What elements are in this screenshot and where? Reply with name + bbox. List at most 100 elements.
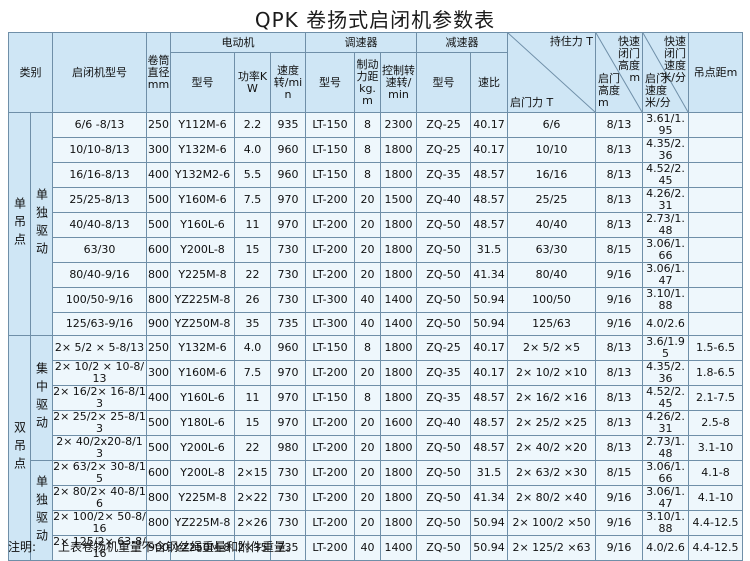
header-top: 快速闭门高度m: [618, 35, 641, 84]
table-cell: 3.06/1.66: [642, 460, 690, 487]
table-cell: 2.73/1.48: [642, 212, 690, 238]
table-row: 2× 100/2× 50-8/16 800 YZ225M-8 2×26 730 LT-20…: [9, 510, 744, 537]
table-cell: Y200L-8: [170, 460, 235, 487]
table-cell: Y132M2-6: [170, 162, 235, 188]
diagonal: [643, 33, 688, 112]
table-cell: 40.17: [470, 335, 509, 362]
table-cell: 1.5-6.5: [688, 335, 744, 362]
table-cell: 31.5: [470, 237, 509, 263]
table-cell: 48.57: [470, 410, 509, 437]
table-cell: 7.5: [234, 360, 271, 387]
table-cell: 730: [269, 510, 307, 537]
table-cell: ZQ-50: [416, 311, 472, 337]
table-cell: 8: [354, 335, 382, 362]
table-cell: Y160M-6: [170, 187, 235, 213]
note: 注明: 上表卷扬机重量不含钢丝绳重量和附件重量。: [8, 538, 298, 555]
table-cell: LT-200: [305, 435, 356, 462]
table-cell: 20: [354, 510, 382, 537]
empty-cell: [688, 137, 744, 163]
table-cell: 4.1-10: [688, 485, 744, 512]
table-cell: 1800: [380, 510, 418, 537]
table-cell: 4.26/2.31: [642, 410, 690, 437]
table-cell: 2.73/1.48: [642, 435, 690, 462]
table-cell: 2× 25/2× 25-8/13: [52, 410, 147, 437]
table-cell: 8/13: [595, 385, 644, 412]
empty-cell: [688, 237, 744, 263]
table-row: 双吊点 集中驱动 2× 5/2 × 5-8/13 250 Y132M-6 4.0 960 LT…: [8, 335, 744, 561]
table-cell: LT-200: [305, 410, 356, 437]
table-cell: 20: [354, 410, 382, 437]
table-cell: 50.94: [470, 510, 509, 537]
table-cell: 4.26/2.31: [642, 187, 690, 213]
table-cell: 3.61/1.95: [642, 112, 690, 138]
table-cell: 250: [146, 112, 171, 138]
header-diagonal-cell: 持住力 T 启门力 T: [507, 32, 597, 113]
table-cell: 20: [354, 262, 382, 288]
table-cell: 3.10/1.88: [642, 510, 690, 537]
table-cell: 40: [354, 535, 382, 561]
table-cell: 48.57: [470, 385, 509, 412]
table-cell: 9/16: [595, 485, 644, 512]
table-cell: 9/16: [595, 311, 644, 337]
table-cell: ZQ-50: [416, 535, 472, 561]
table-cell: 40/40: [507, 212, 597, 238]
table-cell: LT-200: [305, 460, 356, 487]
table-cell: 40.17: [470, 137, 509, 163]
table-cell: 8: [354, 162, 382, 188]
table-cell: Y200L-8: [170, 237, 235, 263]
table-cell: 8: [354, 112, 382, 138]
table-cell: 20: [354, 212, 382, 238]
table-cell: 4.1-8: [688, 460, 744, 487]
empty-cell: [688, 212, 744, 238]
table-cell: 3.06/1.47: [642, 262, 690, 288]
table-cell: YZ225M-8: [170, 510, 235, 537]
header-diagonal-cell: 快速闭门高度m 启门高度m: [595, 32, 644, 113]
table-cell: 900: [146, 311, 171, 337]
table-cell: 80/40: [507, 262, 597, 288]
table-cell: 2.5-8: [688, 410, 744, 437]
table-row: 10/10-8/13 300 Y132M-6 4.0 960 LT-150 8 1800 ZQ-…: [9, 137, 744, 163]
table-row: 80/40-9/16 800 Y225M-8 22 730 LT-200 20 1800 ZQ-…: [9, 262, 744, 288]
table-cell: 970: [269, 360, 307, 387]
table-cell: 40: [354, 311, 382, 337]
table-cell: LT-150: [305, 335, 356, 362]
table-cell: 10/10-8/13: [52, 137, 147, 163]
table-cell: Y225M-8: [170, 485, 235, 512]
table-cell: 5.5: [234, 162, 271, 188]
table-cell: ZQ-50: [416, 237, 472, 263]
subgroup-label: 单独驱动: [30, 111, 53, 337]
table-cell: 400: [146, 385, 171, 412]
table-cell: 2× 10/2 ×10: [507, 360, 597, 387]
table-cell: 4.4-12.5: [688, 510, 744, 537]
table-header: 类别 启闭机型号 卷筒直径mm 电动机 调速器 减速器 持住力 T 启门力 T 快速闭门高度m 启…: [8, 32, 744, 113]
header-cell: 型号: [170, 52, 235, 113]
table-cell: Y160L-6: [170, 212, 235, 238]
table-cell: 100/50-9/16: [52, 287, 147, 313]
table-cell: ZQ-25: [416, 112, 472, 138]
table-cell: 2× 80/2 ×40: [507, 485, 597, 512]
table-cell: 6/6: [507, 112, 597, 138]
table-row: 2× 16/2× 16-8/13 400 Y160L-6 11 970 LT-150 8 18…: [9, 385, 744, 412]
table-cell: 1500: [380, 187, 418, 213]
table-cell: 500: [146, 212, 171, 238]
table-cell: ZQ-50: [416, 262, 472, 288]
table-cell: Y132M-6: [170, 137, 235, 163]
table-cell: ZQ-25: [416, 335, 472, 362]
empty-cell: [688, 162, 744, 188]
table-cell: 730: [269, 262, 307, 288]
table-cell: 8/13: [595, 187, 644, 213]
table-cell: 3.06/1.47: [642, 485, 690, 512]
table-cell: 41.34: [470, 485, 509, 512]
header-bottom: 启门力 T: [510, 96, 554, 109]
table-cell: Y180L-6: [170, 410, 235, 437]
table-cell: 125/63: [507, 311, 597, 337]
table-cell: 960: [269, 162, 307, 188]
table-cell: 8: [354, 137, 382, 163]
group-label: 双吊点: [8, 335, 31, 561]
table-cell: 1800: [380, 212, 418, 238]
table-cell: ZQ-50: [416, 435, 472, 462]
table-cell: 2× 40/2x20-8/13: [52, 435, 147, 462]
table-cell: Y225M-8: [170, 262, 235, 288]
header-cell: 类别: [8, 32, 53, 113]
table-cell: 20: [354, 237, 382, 263]
